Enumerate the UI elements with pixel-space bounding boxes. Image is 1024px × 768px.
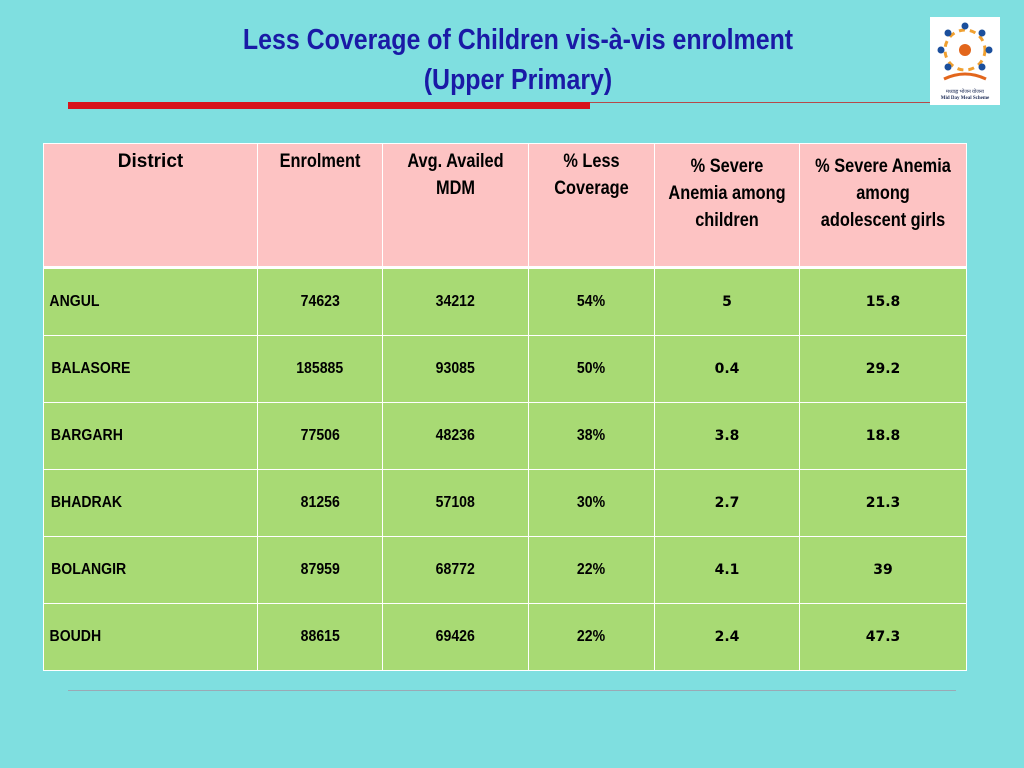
column-header-less-coverage: % Less Coverage: [528, 143, 655, 269]
slide-title-line2: (Upper Primary): [423, 64, 613, 96]
less-coverage-cell: 38%: [528, 402, 655, 470]
title-underline-thin: [590, 102, 930, 103]
less-coverage-cell: 22%: [528, 536, 655, 604]
anemia-children-cell: 4.1: [654, 536, 800, 604]
column-header-severe-anemia-girls: % Severe Anemia among adolescent girls: [799, 143, 967, 269]
avg-availed-cell: 34212: [382, 267, 529, 336]
table-row: ANGUL 74623 34212 54% 5 15.8: [43, 267, 967, 336]
title-underline-accent: [68, 102, 590, 109]
district-cell: BHADRAK: [43, 469, 258, 537]
district-cell: BARGARH: [43, 402, 258, 470]
column-header-severe-anemia-children: % Severe Anemia among children: [654, 143, 800, 269]
less-coverage-cell: 50%: [528, 335, 655, 403]
avg-availed-cell: 68772: [382, 536, 529, 604]
logo-caption-hindi: मध्याह्न भोजन योजना: [946, 90, 984, 95]
enrolment-cell: 77506: [257, 402, 383, 470]
coverage-table: District Enrolment Avg. Availed MDM % Le…: [43, 143, 967, 671]
table-header-row: District Enrolment Avg. Availed MDM % Le…: [43, 143, 967, 269]
anemia-girls-cell: 18.8: [799, 402, 967, 470]
anemia-girls-cell: 39: [799, 536, 967, 604]
slide-title-line1: Less Coverage of Children vis-à-vis enro…: [242, 24, 794, 56]
avg-availed-cell: 69426: [382, 603, 529, 671]
less-coverage-cell: 30%: [528, 469, 655, 537]
district-cell: ANGUL: [43, 267, 258, 336]
column-header-district: District: [43, 143, 258, 269]
table-row: BOLANGIR 87959 68772 22% 4.1 39: [43, 536, 967, 604]
table-row: BHADRAK 81256 57108 30% 2.7 21.3: [43, 469, 967, 537]
enrolment-cell: 81256: [257, 469, 383, 537]
anemia-girls-cell: 21.3: [799, 469, 967, 537]
anemia-children-cell: 5: [654, 267, 800, 336]
less-coverage-cell: 22%: [528, 603, 655, 671]
enrolment-cell: 88615: [257, 603, 383, 671]
anemia-girls-cell: 15.8: [799, 267, 967, 336]
less-coverage-cell: 54%: [528, 267, 655, 336]
slide-title: Less Coverage of Children vis-à-vis enro…: [167, 20, 869, 100]
column-header-enrolment: Enrolment: [257, 143, 383, 269]
enrolment-cell: 74623: [257, 267, 383, 336]
enrolment-cell: 185885: [257, 335, 383, 403]
district-cell: BALASORE: [43, 335, 258, 403]
avg-availed-cell: 57108: [382, 469, 529, 537]
anemia-girls-cell: 29.2: [799, 335, 967, 403]
table-row: BARGARH 77506 48236 38% 3.8 18.8: [43, 402, 967, 470]
table-row: BOUDH 88615 69426 22% 2.4 47.3: [43, 603, 967, 671]
table-row: BALASORE 185885 93085 50% 0.4 29.2: [43, 335, 967, 403]
avg-availed-cell: 48236: [382, 402, 529, 470]
mid-day-meal-logo-icon: [937, 22, 993, 81]
anemia-children-cell: 2.7: [654, 469, 800, 537]
anemia-children-cell: 3.8: [654, 402, 800, 470]
logo-caption-english: Mid Day Meal Scheme: [940, 96, 990, 101]
footer-divider: [68, 690, 956, 691]
district-cell: BOLANGIR: [43, 536, 258, 604]
district-cell: BOUDH: [43, 603, 258, 671]
mid-day-meal-logo: मध्याह्न भोजन योजना Mid Day Meal Scheme: [930, 17, 1000, 105]
anemia-children-cell: 2.4: [654, 603, 800, 671]
anemia-children-cell: 0.4: [654, 335, 800, 403]
enrolment-cell: 87959: [257, 536, 383, 604]
avg-availed-cell: 93085: [382, 335, 529, 403]
anemia-girls-cell: 47.3: [799, 603, 967, 671]
column-header-avg-availed-mdm: Avg. Availed MDM: [382, 143, 529, 269]
